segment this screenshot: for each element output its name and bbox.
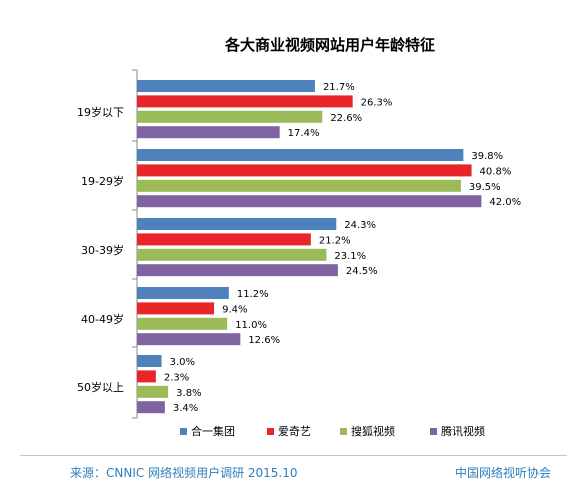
bar-2-4 (137, 385, 169, 398)
bar-0-4 (137, 355, 162, 367)
bar-1-1 (137, 164, 472, 177)
plot-area: 19岁以下 21.7% 26.3% 22.6% 17.4% 19-29岁 39.8% 40.8… (77, 69, 521, 419)
category-label-0: 19岁以下 (77, 105, 124, 119)
category-label-4: 50岁以上 (77, 380, 124, 394)
legend-swatch-0 (180, 428, 187, 435)
data-label-2-0: 22.6% (330, 113, 362, 124)
bar-2-1 (137, 179, 461, 192)
chart-title: 各大商业视频网站用户年龄特征 (224, 36, 435, 54)
bar-3-3 (137, 333, 241, 346)
data-label-0-4: 3.0% (170, 357, 195, 368)
bar-1-2 (137, 233, 311, 246)
bar-3-4 (137, 401, 165, 414)
source-note: 来源：CNNIC 网络视频用户调研 2015.10 (70, 466, 298, 480)
bar-3-0 (137, 126, 280, 139)
data-label-1-0: 26.3% (361, 97, 393, 108)
legend-label-2: 搜狐视频 (351, 424, 395, 438)
bar-3-1 (137, 195, 482, 208)
data-label-3-4: 3.4% (173, 403, 198, 414)
legend-label-3: 腾讯视频 (441, 424, 485, 438)
bar-2-0 (137, 110, 323, 123)
data-label-2-4: 3.8% (176, 388, 201, 399)
legend-label-0: 合一集团 (191, 424, 235, 438)
data-label-0-3: 11.2% (237, 289, 269, 300)
data-label-2-3: 11.0% (235, 320, 267, 331)
bar-0-3 (137, 287, 229, 299)
data-label-1-1: 40.8% (480, 166, 512, 177)
data-label-0-1: 39.8% (471, 151, 503, 162)
organization-name: 中国网络视听协会 (454, 466, 551, 480)
legend: 合一集团 爱奇艺 搜狐视频 腾讯视频 (180, 424, 485, 438)
legend-swatch-1 (267, 428, 274, 435)
legend-swatch-2 (340, 428, 347, 435)
data-label-0-0: 21.7% (323, 82, 355, 93)
bar-2-2 (137, 248, 327, 261)
bar-2-3 (137, 317, 228, 330)
bar-0-2 (137, 218, 337, 230)
data-label-2-2: 23.1% (334, 251, 366, 262)
bar-3-2 (137, 264, 338, 277)
data-label-1-4: 2.3% (164, 372, 189, 383)
data-label-2-1: 39.5% (469, 182, 501, 193)
data-label-0-2: 24.3% (344, 220, 376, 231)
data-label-3-0: 17.4% (288, 128, 320, 139)
bar-0-0 (137, 80, 315, 92)
legend-swatch-3 (430, 428, 437, 435)
bar-1-3 (137, 302, 215, 315)
category-label-2: 30-39岁 (81, 243, 124, 257)
data-label-3-3: 12.6% (248, 335, 280, 346)
footer-divider (20, 455, 567, 456)
data-label-1-2: 21.2% (319, 235, 351, 246)
category-label-1: 19-29岁 (81, 174, 124, 188)
data-label-3-2: 24.5% (346, 266, 378, 277)
bar-0-1 (137, 149, 464, 161)
bar-1-4 (137, 370, 156, 383)
bar-1-0 (137, 95, 353, 108)
category-label-3: 40-49岁 (81, 312, 124, 326)
data-label-1-3: 9.4% (222, 304, 247, 315)
data-label-3-1: 42.0% (489, 197, 521, 208)
legend-label-1: 爱奇艺 (278, 425, 311, 438)
